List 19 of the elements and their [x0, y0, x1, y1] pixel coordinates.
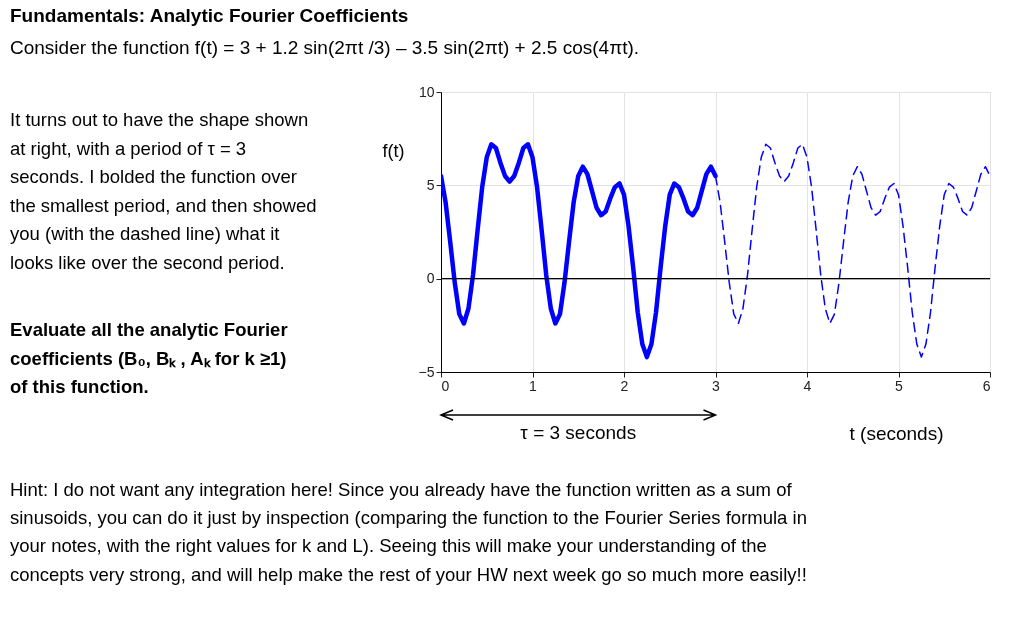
x-tick-label: 6: [982, 377, 991, 394]
text: Evaluate all the analytic Fourier coefficients (B₀, Bₖ , Aₖ for k ≥1) of this function.: [10, 319, 288, 398]
y-tick-label: 10: [418, 83, 435, 100]
x-tick-label: 1: [529, 377, 538, 394]
y-axis-title: f(t): [382, 140, 405, 161]
text: Hint: I do not want any integration here! Since you already have the function written as a sum of sinusoids, you can do it just by inspection (comparing the function to the Fourier Series formula in your notes, with the right values for k and L). Seeing this will make your understanding of the concepts very strong, and will help make the rest of your HW next week go so much more easily!!: [10, 479, 807, 585]
x-tick-label: 2: [620, 377, 629, 394]
x-tick-label: 5: [895, 377, 904, 394]
text: τ = 3 seconds: [520, 422, 637, 443]
text: It turns out to have the shape shown at right, with a period of τ = 3 seconds. I bolded the function over the smallest period, and then showed you (with the dashed line) what it looks like over the second period.: [10, 109, 317, 273]
x-tick-label: 3: [712, 377, 721, 394]
x-axis-title: t (seconds): [849, 422, 944, 444]
y-tick-label: 0: [426, 270, 435, 287]
y-tick-label: −5: [418, 363, 435, 380]
x-tick-label: 0: [441, 377, 450, 394]
y-tick-label: 5: [426, 176, 435, 193]
x-tick-label: 4: [803, 377, 812, 394]
text: Fundamentals: Analytic Fourier Coefficients: [10, 5, 409, 26]
chart-subtitle: Consider the function f(t) = 3 + 1.2 sin(2πt /3) – 3.5 sin(2πt) + 2.5 cos(4πt).: [10, 37, 640, 58]
